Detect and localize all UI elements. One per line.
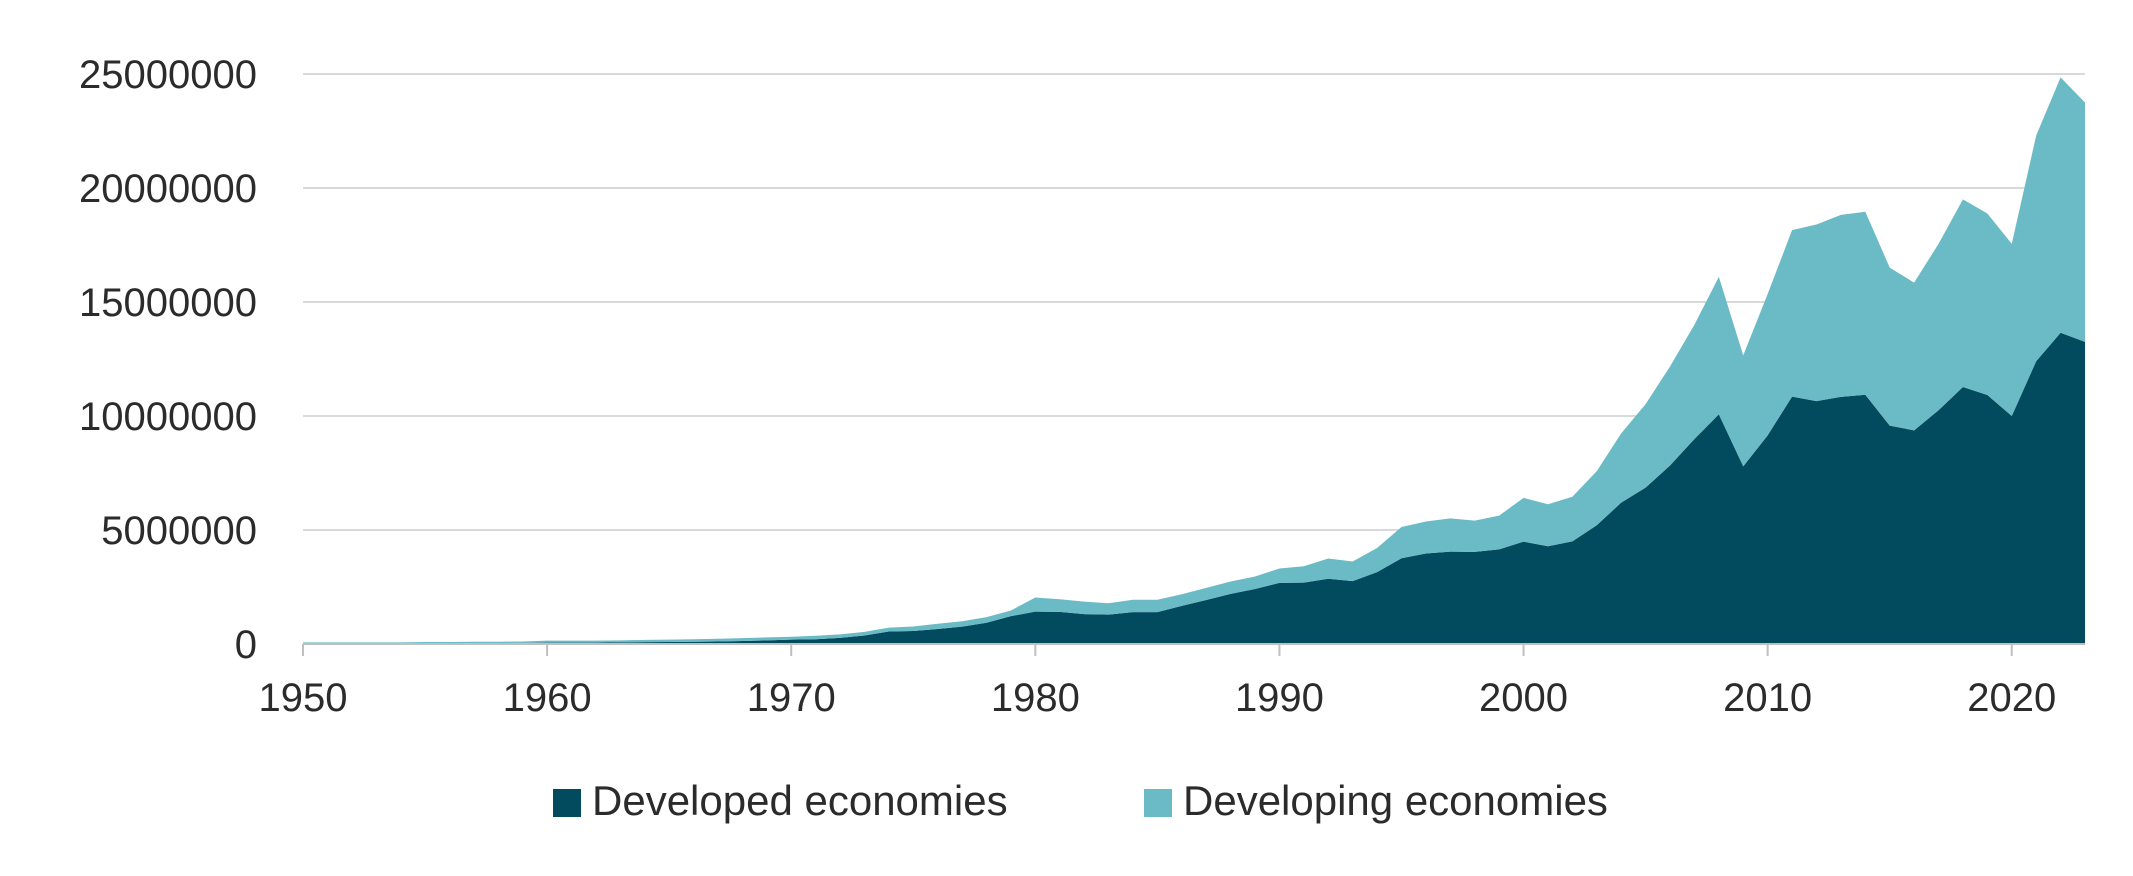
y-tick-label: 25000000 [79, 53, 257, 97]
legend: Developed economies Developing economies [553, 777, 1608, 824]
y-tick-label: 15000000 [79, 281, 257, 325]
area-series [303, 77, 2085, 644]
x-tick-label: 1980 [991, 676, 1080, 720]
legend-label-developed: Developed economies [592, 777, 1008, 824]
x-tick-label: 2020 [1967, 676, 2056, 720]
y-tick-label: 20000000 [79, 167, 257, 211]
x-tick-label: 1950 [259, 676, 348, 720]
area-developing [303, 77, 2085, 644]
y-tick-label: 5000000 [101, 509, 257, 553]
y-tick-label: 0 [235, 623, 257, 667]
area-developed [303, 332, 2085, 644]
x-tick-label: 2000 [1479, 676, 1568, 720]
legend-swatch-developed [553, 789, 581, 817]
legend-swatch-developing [1144, 789, 1172, 817]
x-tick-label: 1970 [747, 676, 836, 720]
x-tick-label: 2010 [1723, 676, 1812, 720]
y-tick-label: 10000000 [79, 395, 257, 439]
x-tick-label: 1960 [503, 676, 592, 720]
axes: 0 5000000 10000000 15000000 20000000 25000000… [79, 53, 2085, 720]
x-tick-label: 1990 [1235, 676, 1324, 720]
legend-label-developing: Developing economies [1183, 777, 1608, 824]
